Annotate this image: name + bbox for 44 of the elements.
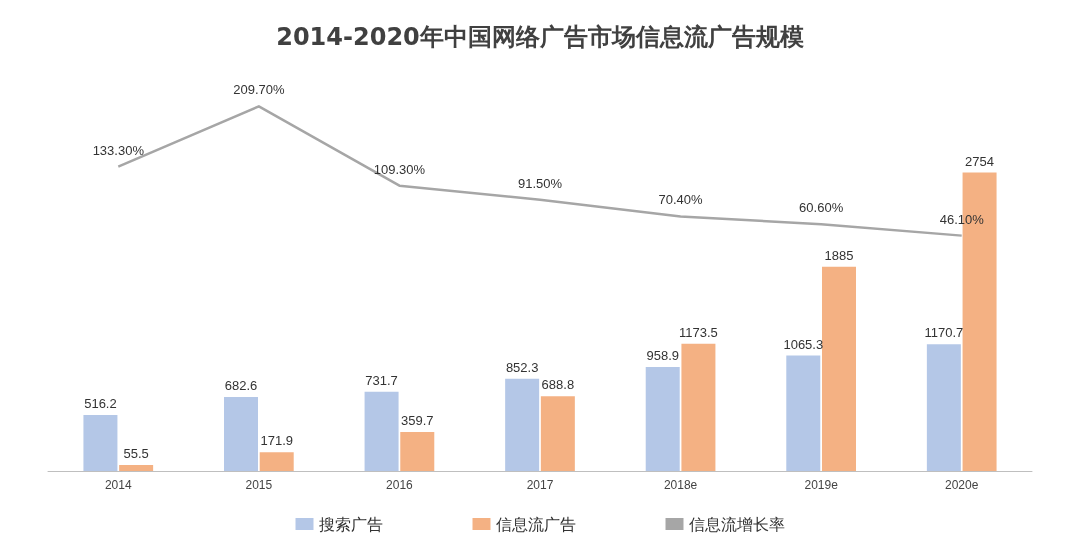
data-label: 55.5 — [123, 445, 149, 461]
data-label: 91.50% — [517, 175, 563, 191]
data-label: 1170.7 — [924, 325, 964, 341]
bar — [540, 396, 575, 471]
x-tick-label: 2016 — [386, 478, 414, 492]
bar — [259, 452, 294, 471]
bar — [645, 367, 680, 471]
legend-label: 信息流广告 — [495, 514, 576, 534]
x-tick-label: 2020e — [945, 478, 979, 492]
chart-title: 2014-2020年中国网络广告市场信息流广告规模 — [276, 23, 804, 51]
data-label: 60.60% — [799, 200, 844, 216]
data-label: 1885 — [824, 247, 854, 263]
x-tick-label: 2018e — [663, 478, 698, 492]
x-tick-label: 2019e — [804, 478, 839, 492]
bar — [400, 432, 435, 471]
data-label: 133.30% — [92, 142, 145, 158]
bar — [119, 464, 154, 471]
bar — [505, 378, 540, 471]
data-label: 958.9 — [646, 348, 679, 364]
legend-label: 信息流增长率 — [688, 514, 785, 534]
bar — [83, 415, 118, 471]
data-label: 359.7 — [401, 413, 434, 429]
data-label: 1173.5 — [679, 324, 718, 340]
data-label: 209.70% — [233, 82, 285, 98]
data-label: 70.40% — [658, 192, 704, 208]
data-label: 688.8 — [541, 377, 575, 393]
bar — [224, 397, 259, 471]
data-label: 2754 — [965, 153, 995, 169]
bar — [926, 344, 961, 471]
x-tick-label: 2014 — [104, 478, 132, 492]
data-label: 46.10% — [939, 211, 985, 227]
data-label: 109.30% — [373, 161, 426, 177]
data-label: 852.3 — [505, 359, 539, 375]
data-label: 516.2 — [84, 396, 117, 412]
bar — [681, 343, 716, 471]
x-tick-label: 2015 — [245, 478, 273, 492]
bar — [786, 355, 821, 471]
bar — [821, 266, 856, 471]
x-tick-label: 2017 — [526, 478, 554, 492]
bar — [364, 391, 399, 471]
data-label: 171.9 — [260, 433, 293, 449]
data-label: 682.6 — [224, 378, 258, 394]
data-label: 731.7 — [365, 372, 398, 388]
legend-label: 搜索广告 — [318, 514, 383, 534]
